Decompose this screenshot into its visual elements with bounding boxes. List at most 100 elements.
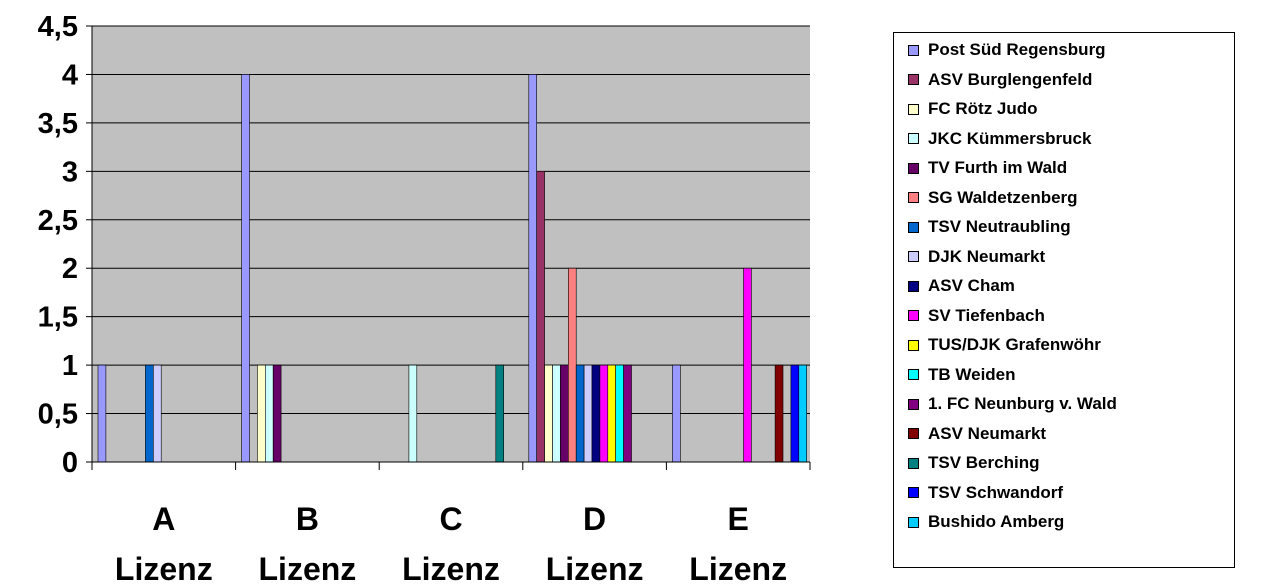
legend-item: TSV Schwandorf: [908, 483, 1063, 503]
x-category-label: D: [583, 501, 606, 537]
y-tick-label: 1: [62, 350, 78, 382]
bar: [495, 364, 504, 463]
legend-label: SV Tiefenbach: [928, 305, 1045, 325]
x-category-label: A: [152, 501, 175, 537]
x-category-label: Lizenz: [259, 551, 357, 587]
y-tick-label: 1,5: [38, 302, 78, 334]
legend-label: TV Furth im Wald: [928, 158, 1068, 177]
legend-swatch: [908, 310, 919, 321]
y-tick-label: 4: [62, 59, 78, 91]
legend-item: DJK Neumarkt: [908, 247, 1045, 267]
bar: [528, 74, 537, 463]
bar: [272, 364, 282, 463]
bar: [583, 364, 593, 463]
bar: [623, 364, 632, 463]
bar: [798, 364, 807, 463]
legend-label: FC Rötz Judo: [928, 99, 1038, 118]
bar: [552, 364, 561, 463]
bar: [153, 364, 162, 463]
x-category-label: C: [439, 501, 462, 537]
legend-item: JKC Kümmersbruck: [908, 129, 1091, 149]
legend-item: FC Rötz Judo: [908, 99, 1038, 119]
legend-swatch: [908, 133, 919, 144]
legend-label: SG Waldetzenberg: [928, 187, 1078, 207]
legend-item: TUS/DJK Grafenwöhr: [908, 335, 1101, 355]
x-category-label: Lizenz: [402, 551, 500, 587]
bar: [97, 364, 107, 463]
legend-swatch: [908, 74, 919, 85]
y-axis-tick-labels: 0 0,5 1 1,5 2 2,5 3 3,5 4 4,5: [38, 11, 78, 479]
legend-item: SV Tiefenbach: [908, 306, 1045, 326]
bar: [743, 267, 752, 463]
gridlines: [92, 25, 810, 415]
bar: [607, 364, 616, 463]
legend: Post Süd Regensburg ASV Burglengenfeld FC…: [893, 32, 1235, 568]
legend-item: Bushido Amberg: [908, 512, 1064, 532]
y-tick-label: 3: [62, 156, 78, 188]
legend-item: ASV Cham: [908, 276, 1015, 296]
legend-swatch: [908, 339, 919, 351]
legend-swatch: [908, 516, 919, 528]
x-category-label: B: [296, 501, 319, 537]
y-tick-label: 0: [62, 447, 78, 479]
bar: [257, 364, 266, 463]
legend-swatch: [908, 251, 919, 262]
x-category-label: Lizenz: [115, 551, 213, 587]
x-category-label: E: [728, 501, 749, 537]
bar: [599, 364, 609, 463]
x-category-label: Lizenz: [546, 551, 644, 587]
legend-item: TB Weiden: [908, 365, 1016, 385]
axes: [86, 25, 811, 470]
legend-item: TSV Neutraubling: [908, 217, 1071, 237]
legend-swatch: [908, 221, 919, 233]
bar: [560, 364, 569, 463]
legend-swatch: [908, 192, 919, 203]
legend-swatch: [908, 280, 919, 292]
legend-item: ASV Burglengenfeld: [908, 70, 1092, 90]
legend-item: TSV Berching: [908, 453, 1039, 473]
legend-label: DJK Neumarkt: [928, 246, 1046, 266]
bar: [264, 364, 274, 463]
legend-swatch: [908, 457, 919, 469]
legend-label: TSV Berching: [928, 453, 1040, 472]
legend-label: Post Süd Regensburg: [928, 40, 1106, 59]
legend-swatch: [908, 428, 919, 439]
legend-item: Post Süd Regensburg: [908, 40, 1106, 60]
y-tick-label: 0,5: [38, 399, 78, 431]
legend-label: TSV Neutraubling: [928, 217, 1071, 236]
bars: [97, 74, 807, 463]
legend-item: TV Furth im Wald: [908, 158, 1067, 178]
legend-swatch: [908, 369, 919, 380]
legend-label: 1. FC Neunburg v. Wald: [928, 394, 1117, 413]
bar: [774, 364, 784, 463]
legend-item: 1. FC Neunburg v. Wald: [908, 394, 1117, 414]
bar: [575, 364, 585, 463]
legend-label: TUS/DJK Grafenwöhr: [928, 335, 1101, 354]
y-tick-label: 2: [62, 253, 78, 285]
legend-label: JKC Kümmersbruck: [928, 128, 1092, 148]
plot-area: [92, 26, 810, 462]
bar: [790, 364, 800, 463]
legend-swatch: [908, 162, 919, 174]
bar: [672, 364, 681, 463]
bar: [544, 364, 553, 463]
bar: [591, 364, 601, 463]
bar: [567, 267, 577, 463]
bar: [241, 74, 250, 463]
legend-item: SG Waldetzenberg: [908, 188, 1078, 208]
bar: [615, 364, 624, 463]
x-axis-category-labels: A Lizenz B Lizenz C Lizenz D Lizenz E Lizenz: [115, 501, 787, 587]
legend-swatch: [908, 44, 919, 56]
bar: [145, 364, 154, 463]
bar: [536, 171, 545, 463]
legend-label: ASV Cham: [928, 276, 1015, 295]
legend-label: ASV Burglengenfeld: [928, 69, 1093, 89]
legend-swatch: [908, 103, 919, 115]
legend-item: ASV Neumarkt: [908, 424, 1046, 444]
legend-label: Bushido Amberg: [928, 512, 1065, 531]
bar: [408, 364, 418, 463]
legend-label: TB Weiden: [928, 364, 1016, 384]
legend-swatch: [908, 398, 919, 410]
legend-label: ASV Neumarkt: [928, 423, 1047, 443]
